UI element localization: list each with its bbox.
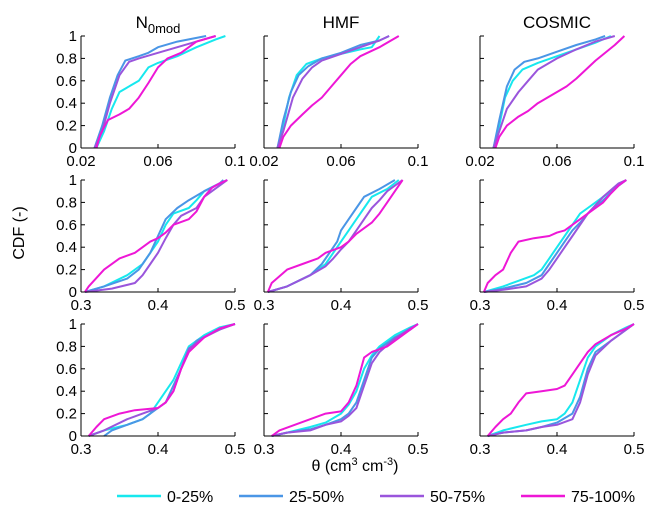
series-line-2 xyxy=(271,323,419,437)
y-tick-label: 0.2 xyxy=(56,118,77,135)
y-tick-label: 0.8 xyxy=(56,338,77,355)
column-title-3: COSMIC xyxy=(523,13,591,32)
plot-area xyxy=(264,180,418,292)
series-line-1 xyxy=(271,323,419,437)
x-tick-label: 0.4 xyxy=(547,441,568,458)
legend-item-2: 25-50% xyxy=(239,489,344,506)
panel-grid: 00.20.40.60.810.02 0.06 0.1 0.02 0.06 0.1 0.02… xyxy=(56,28,644,458)
legend-item-4: 75-100% xyxy=(521,489,635,506)
series-line-2 xyxy=(276,35,390,149)
x-tick-label: 0.5 xyxy=(225,441,246,458)
x-tick-label: 0.06 xyxy=(542,153,571,170)
x-tick-label: 0.1 xyxy=(225,153,246,170)
x-tick-label: 0.06 xyxy=(326,153,355,170)
y-tick-label: 0.8 xyxy=(56,194,77,211)
series-line-4 xyxy=(486,323,635,437)
x-tick-label: 0.5 xyxy=(408,297,429,314)
series-line-4 xyxy=(482,179,627,293)
y-tick-label: 0.4 xyxy=(56,95,77,112)
series-line-3 xyxy=(271,323,419,437)
series-line-4 xyxy=(271,323,419,437)
x-tick-label: 0.5 xyxy=(624,297,645,314)
y-tick-label: 1 xyxy=(69,172,77,189)
panel-r2-c3: 0.3 0.4 0.5 xyxy=(470,179,645,314)
panel-r3-c1: 0 0.2 0.4 0.6 0.8 1 0.3 0.4 0.5 xyxy=(56,316,245,458)
x-axis-label: θ (cm3 cm-3) xyxy=(311,456,398,475)
panel-r1-c1: 0 0.2 0.4 0.6 0.8 1 0.02 0.06 0.1 xyxy=(56,28,245,170)
y-tick-label: 0.6 xyxy=(56,217,77,234)
series-line-2 xyxy=(93,35,207,149)
legend-item-1: 0-25% xyxy=(117,489,213,506)
x-tick-label: 0.02 xyxy=(249,153,278,170)
y-axis-label: CDF (-) xyxy=(11,206,28,259)
x-tick-label: 0.02 xyxy=(66,153,95,170)
series-line-4 xyxy=(84,179,228,293)
panel-r2-c2: 0.3 0.4 0.5 xyxy=(254,179,429,314)
series-line-2 xyxy=(483,179,627,293)
legend-label: 25-50% xyxy=(289,489,344,506)
y-tick-label: 1 xyxy=(69,316,77,333)
y-tick-label: 0.6 xyxy=(56,73,77,90)
x-tick-label: 0.3 xyxy=(254,297,275,314)
series-line-3 xyxy=(487,323,635,437)
y-tick-label: 1 xyxy=(69,28,77,45)
y-tick-label: 0 xyxy=(69,140,77,157)
series-line-4 xyxy=(87,323,236,437)
series-line-4 xyxy=(266,179,404,293)
series-line-3 xyxy=(276,35,390,149)
panel-r3-c3: 0.3 0.4 0.5 xyxy=(470,323,645,458)
y-tick-label: 0 xyxy=(69,284,77,301)
series-line-2 xyxy=(492,35,606,149)
x-tick-label: 0.4 xyxy=(148,441,169,458)
x-tick-label: 0.06 xyxy=(143,153,172,170)
x-tick-label: 0.3 xyxy=(254,441,275,458)
x-tick-label: 0.4 xyxy=(331,297,352,314)
x-tick-label: 0.1 xyxy=(624,153,645,170)
column-title-2: HMF xyxy=(323,13,360,32)
column-title-1: N0mod xyxy=(136,13,181,36)
series-line-4 xyxy=(278,35,400,149)
panel-r2-c1: 0 0.2 0.4 0.6 0.8 1 0.3 0.4 0.5 xyxy=(56,172,245,314)
x-tick-label: 0.4 xyxy=(331,441,352,458)
series-line-3 xyxy=(492,35,616,149)
legend-label: 0-25% xyxy=(167,489,213,506)
y-tick-label: 0.2 xyxy=(56,406,77,423)
series-line-3 xyxy=(483,179,627,293)
legend-item-3: 50-75% xyxy=(380,489,485,506)
panel-r1-c3: 0.02 0.06 0.1 xyxy=(465,35,645,170)
y-tick-label: 0.6 xyxy=(56,361,77,378)
series-line-4 xyxy=(95,35,216,149)
series-line-3 xyxy=(93,35,216,149)
legend: 0-25% 25-50% 50-75% 75-100% xyxy=(117,489,635,506)
x-tick-label: 0.3 xyxy=(470,297,491,314)
legend-label: 50-75% xyxy=(430,489,485,506)
legend-label: 75-100% xyxy=(571,489,635,506)
x-tick-label: 0.1 xyxy=(408,153,429,170)
series-line-4 xyxy=(494,35,626,149)
y-tick-label: 0 xyxy=(69,428,77,445)
x-tick-label: 0.3 xyxy=(71,297,92,314)
y-tick-label: 0.8 xyxy=(56,50,77,67)
y-tick-label: 0.2 xyxy=(56,262,77,279)
x-tick-label: 0.4 xyxy=(547,297,568,314)
plot-area xyxy=(480,180,634,292)
y-tick-label: 0.4 xyxy=(56,383,77,400)
x-tick-label: 0.3 xyxy=(470,441,491,458)
x-tick-label: 0.02 xyxy=(465,153,494,170)
series-line-2 xyxy=(84,179,225,293)
x-tick-label: 0.3 xyxy=(71,441,92,458)
x-tick-label: 0.5 xyxy=(624,441,645,458)
plot-area xyxy=(81,36,235,148)
panel-r3-c2: 0.3 0.4 0.5 xyxy=(254,323,429,458)
x-tick-label: 0.5 xyxy=(225,297,246,314)
panel-r1-c2: 0.02 0.06 0.1 xyxy=(249,35,429,170)
x-tick-label: 0.4 xyxy=(148,297,169,314)
x-tick-label: 0.5 xyxy=(408,441,429,458)
column-titles: N0mod HMF COSMIC xyxy=(136,13,591,36)
y-tick-label: 0.4 xyxy=(56,239,77,256)
series-line-1 xyxy=(95,35,226,149)
